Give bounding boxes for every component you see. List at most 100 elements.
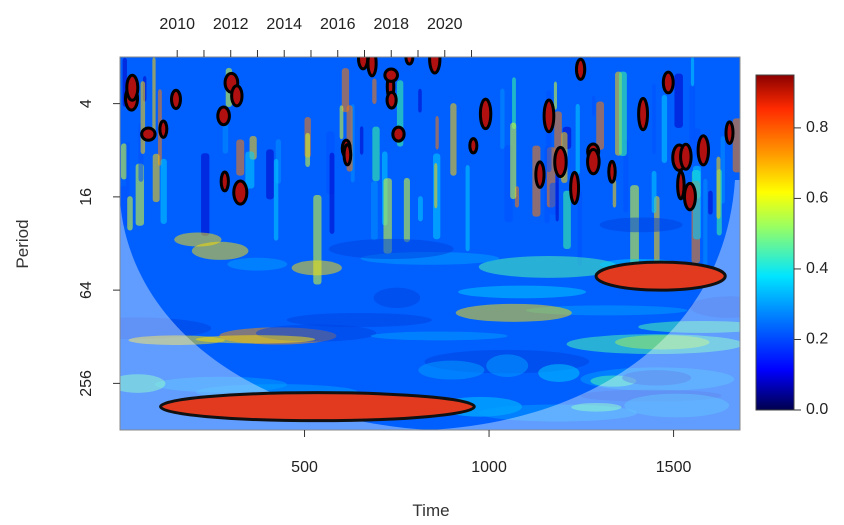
power-streak [465,164,470,252]
power-streak [160,158,167,224]
power-band [120,374,166,393]
power-streak [512,77,516,130]
power-streak [591,95,596,117]
power-streak [510,122,517,200]
left-axis: 4 16 64 256 [78,99,120,397]
colorbar-tick-label: 0.6 [806,190,828,207]
significant-patch [140,126,157,142]
power-band [571,402,622,412]
x-axis-title: Time [412,501,449,520]
power-streak [577,190,583,266]
y-axis-title: Period [13,219,32,268]
bottom-axis: 500 1000 1500 [291,430,691,476]
power-band [624,393,730,418]
significant-patch [125,73,140,102]
power-streak [140,81,146,155]
power-band [373,287,421,309]
significant-patch [679,142,693,171]
power-streak [120,185,128,227]
power-streak [359,126,364,155]
power-band [622,370,692,386]
significant-patch [676,170,686,201]
power-streak [403,177,410,243]
significant-patch [383,67,400,83]
significant-patch [553,145,568,179]
power-streak [575,103,580,175]
significant-patch [232,179,249,206]
significant-patch [468,137,479,155]
significant-patch [219,170,230,193]
power-streak [596,101,605,150]
power-streak [450,103,457,176]
top-axis-tick-label: 2020 [427,16,463,33]
power-band [418,360,485,380]
power-band [328,238,454,259]
colorbar-tick-label: 0.2 [806,331,828,348]
power-streak [716,156,721,219]
significant-patch [391,125,406,143]
power-streak [371,181,378,241]
significant-patch [428,57,442,75]
power-streak [553,81,557,110]
power-band [455,303,572,322]
x-axis-tick-label: 500 [291,459,318,476]
significant-region [159,391,476,423]
power-streak [661,94,668,163]
colorbar-ticks: 0.0 0.2 0.4 0.6 0.8 [794,119,828,418]
significant-patch [586,148,601,176]
y-axis-tick-label: 64 [78,281,95,299]
significant-patch [478,97,493,131]
power-streak [563,190,571,250]
power-band [191,241,249,260]
significant-patch [385,90,398,110]
colorbar-gradient [755,74,795,411]
significant-patch [682,181,697,212]
significant-patch [574,57,587,81]
power-streak [372,126,380,182]
power-band [286,312,432,328]
power-band [690,296,740,318]
power-streak [273,158,279,241]
significant-patch [542,98,556,134]
top-axis-tick-label: 2018 [373,16,409,33]
plot-frame [119,56,741,431]
significant-patch [661,70,675,95]
power-streak [383,178,392,254]
power-band [291,260,342,276]
y-axis-tick-label: 256 [78,370,95,397]
power-band [538,364,580,382]
top-axis-tick-label: 2010 [159,16,195,33]
significant-patch [158,119,169,139]
colorbar-tick-label: 0.4 [806,260,828,277]
significant-patch [569,170,581,206]
power-band [174,232,222,247]
significant-patch [170,88,182,111]
power-streak [732,118,740,173]
power-streak [623,139,629,213]
power-streak [418,88,422,113]
significant-patch [696,134,711,167]
power-streak [341,68,350,113]
power-streak [652,83,656,155]
power-streak [127,196,133,231]
top-axis-tick-label: 2012 [213,16,249,33]
power-streak [434,163,438,209]
power-streak [618,71,627,157]
top-axis: 2010 2012 2014 2016 2018 2020 [159,16,473,57]
x-axis-tick-label: 1000 [471,459,507,476]
top-axis-tick-label: 2016 [320,16,356,33]
power-streak [674,73,683,128]
power-band [478,256,619,278]
power-streak [152,57,156,136]
power-band [195,335,316,344]
power-streak [339,105,344,140]
significant-patch [724,120,735,145]
power-streak [708,190,713,215]
significant-patch [637,96,650,132]
top-axis-tick-label: 2014 [266,16,302,33]
significant-region [594,260,727,292]
y-axis-tick-label: 4 [78,99,95,108]
power-streak [692,165,702,240]
colorbar-tick-label: 0.8 [806,119,828,136]
